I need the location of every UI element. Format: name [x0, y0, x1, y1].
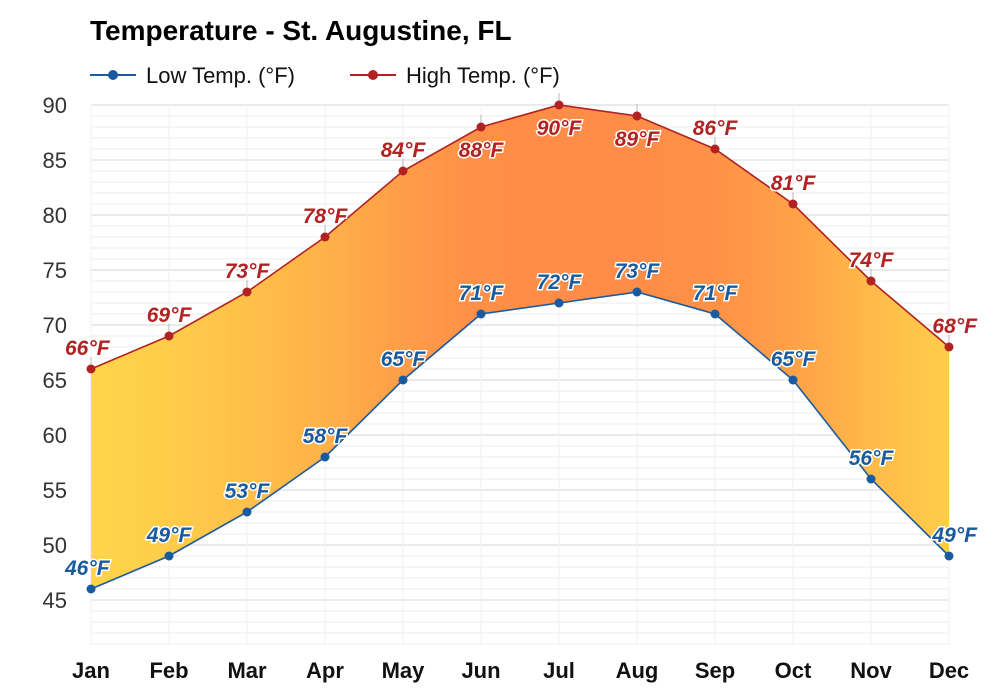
low-label-dec: 49°F: [931, 524, 978, 547]
low-label-jan: 46°F: [64, 557, 111, 580]
x-tick-label: Jun: [461, 658, 500, 683]
legend-label-low: Low Temp. (°F): [146, 63, 295, 88]
low-label-jun: 71°F: [459, 282, 505, 305]
high-label-oct: 81°F: [771, 172, 817, 195]
low-label-feb: 49°F: [146, 524, 193, 547]
data-labels: 46°F 49°F 53°F 58°F 65°F 71°F 72°F 73°F 71°F 65°F…: [63, 116, 980, 582]
high-point-jan[interactable]: [86, 364, 96, 374]
high-label-feb: 69°F: [147, 304, 193, 327]
y-tick-label: 50: [43, 533, 67, 558]
low-point-jan[interactable]: [86, 584, 96, 594]
legend-label-high: High Temp. (°F): [406, 63, 560, 88]
high-point-oct[interactable]: [788, 199, 798, 209]
high-point-mar[interactable]: [242, 287, 252, 297]
high-point-nov[interactable]: [866, 276, 876, 286]
y-tick-label: 90: [43, 93, 67, 118]
x-tick-label: Feb: [149, 658, 188, 683]
low-point-apr[interactable]: [320, 452, 330, 462]
y-tick-label: 45: [43, 588, 67, 613]
x-tick-label: Aug: [616, 658, 659, 683]
high-point-dec[interactable]: [944, 342, 954, 352]
y-tick-label: 75: [43, 258, 67, 283]
x-tick-label: Mar: [227, 658, 267, 683]
range-band-mar: [247, 237, 325, 512]
high-label-aug: 89°F: [615, 128, 661, 151]
high-label-jan: 66°F: [65, 337, 111, 360]
legend-marker-low: [108, 70, 118, 80]
high-label-mar: 73°F: [225, 260, 271, 283]
range-band-jan: [91, 336, 169, 589]
low-point-jun[interactable]: [476, 309, 486, 319]
low-point-may[interactable]: [398, 375, 408, 385]
high-temp-line: [90, 104, 950, 370]
low-point-sep[interactable]: [710, 309, 720, 319]
range-band-jun: [481, 105, 559, 314]
range-band-oct: [793, 204, 871, 479]
range-band-sep: [715, 149, 793, 380]
high-label-jun: 88°F: [459, 139, 505, 162]
range-band-aug: [637, 116, 715, 314]
range-band-jul: [559, 105, 637, 303]
high-point-jul[interactable]: [554, 100, 564, 110]
low-point-oct[interactable]: [788, 375, 798, 385]
high-point-sep[interactable]: [710, 144, 720, 154]
x-tick-label: Jul: [543, 658, 575, 683]
range-band-feb: [169, 292, 247, 556]
range-fill: [91, 105, 949, 589]
x-tick-label: May: [382, 658, 426, 683]
high-point-aug[interactable]: [632, 111, 642, 121]
y-tick-label: 55: [43, 478, 67, 503]
legend: Low Temp. (°F) High Temp. (°F): [90, 63, 560, 88]
legend-item-low[interactable]: Low Temp. (°F): [90, 63, 295, 88]
x-tick-label: Nov: [850, 658, 892, 683]
x-tick-label: Dec: [929, 658, 969, 683]
low-temp-line: [90, 291, 950, 590]
y-tick-label: 85: [43, 148, 67, 173]
high-label-jul: 90°F: [537, 117, 583, 140]
low-point-dec[interactable]: [944, 551, 954, 561]
range-band-apr: [325, 171, 403, 457]
low-label-apr: 58°F: [303, 425, 349, 448]
low-label-mar: 53°F: [225, 480, 271, 503]
high-point-apr[interactable]: [320, 232, 330, 242]
high-point-may[interactable]: [398, 166, 408, 176]
series-lines: [90, 104, 950, 590]
low-label-sep: 71°F: [693, 282, 739, 305]
legend-item-high[interactable]: High Temp. (°F): [350, 63, 560, 88]
high-label-apr: 78°F: [303, 205, 349, 228]
range-band-nov: [871, 281, 949, 556]
y-tick-label: 60: [43, 423, 67, 448]
y-tick-label: 65: [43, 368, 67, 393]
low-point-jul[interactable]: [554, 298, 564, 308]
range-band-may: [403, 127, 481, 380]
y-tick-label: 80: [43, 203, 67, 228]
high-point-feb[interactable]: [164, 331, 174, 341]
data-points: [86, 100, 954, 594]
y-tick-label: 70: [43, 313, 67, 338]
x-axis: Jan Feb Mar Apr May Jun Jul Aug Sep Oct Nov Dec: [72, 658, 969, 683]
x-tick-label: Apr: [306, 658, 344, 683]
y-axis: 45 50 55 60 65 70 75 80 85 90: [43, 93, 67, 613]
low-label-oct: 65°F: [771, 348, 817, 371]
legend-marker-high: [368, 70, 378, 80]
low-label-nov: 56°F: [849, 447, 895, 470]
high-label-sep: 86°F: [693, 117, 739, 140]
chart-title: Temperature - St. Augustine, FL: [90, 15, 512, 46]
low-label-aug: 73°F: [615, 260, 661, 283]
x-tick-label: Oct: [775, 658, 812, 683]
high-label-may: 84°F: [381, 139, 427, 162]
low-point-nov[interactable]: [866, 474, 876, 484]
low-point-feb[interactable]: [164, 551, 174, 561]
low-point-aug[interactable]: [632, 287, 642, 297]
low-label-may: 65°F: [381, 348, 427, 371]
low-point-mar[interactable]: [242, 507, 252, 517]
high-label-nov: 74°F: [849, 249, 895, 272]
low-label-jul: 72°F: [537, 271, 583, 294]
high-label-dec: 68°F: [932, 315, 978, 338]
high-point-jun[interactable]: [476, 122, 486, 132]
x-tick-label: Sep: [695, 658, 735, 683]
x-tick-label: Jan: [72, 658, 110, 683]
